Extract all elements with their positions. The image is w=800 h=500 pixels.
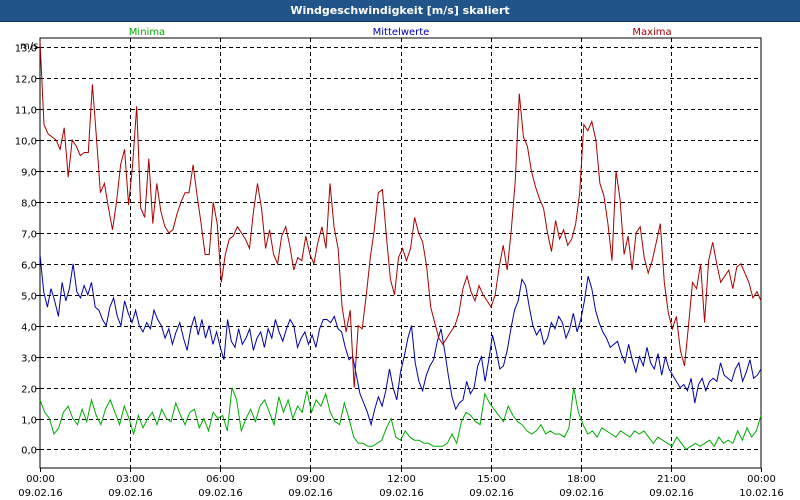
chart-title: Windgeschwindigkeit [m/s] skaliert xyxy=(290,4,510,17)
x-tick-time: 21:00 xyxy=(657,474,686,485)
chart-title-bar: Windgeschwindigkeit [m/s] skaliert xyxy=(0,0,800,22)
x-tick-date: 09.02.16 xyxy=(469,488,514,499)
x-tick-date: 09.02.16 xyxy=(559,488,604,499)
y-tick-label: 6,0 xyxy=(21,261,37,272)
x-tick-time: 09:00 xyxy=(296,474,325,485)
series-line-minima xyxy=(39,387,762,451)
y-tick-label: 7,0 xyxy=(21,230,37,241)
y-tick-label: 9,0 xyxy=(21,168,37,179)
legend-maxima: Maxima xyxy=(632,27,671,38)
x-tick-time: 00:00 xyxy=(26,474,55,485)
grid-lines xyxy=(40,38,761,468)
series-line-mittelwerte xyxy=(39,254,762,427)
y-tick-label: 8,0 xyxy=(21,199,37,210)
y-tick-label: 1,0 xyxy=(21,416,37,427)
y-tick-label: 4,0 xyxy=(21,323,37,334)
wind-speed-chart: 0,0 1,0 2,0 3,0 4,0 5,0 6,0 7,0 8,0 9,0 10,0 11,0 12… xyxy=(15,27,784,499)
y-tick-label: 13,0 xyxy=(15,44,37,55)
legend-mittelwerte: Mittelwerte xyxy=(373,27,430,38)
x-tick-time: 12:00 xyxy=(387,474,416,485)
y-axis-ticks: 0,0 1,0 2,0 3,0 4,0 5,0 6,0 7,0 8,0 9,0 10,0 11,0 12… xyxy=(15,44,40,457)
x-tick-date: 09.02.16 xyxy=(379,488,424,499)
y-tick-label: 0,0 xyxy=(21,446,37,457)
x-axis-ticks: 00:00 09.02.16 03:00 09.02.16 06:00 09.02.16 0… xyxy=(18,468,784,499)
series-lines xyxy=(39,41,762,451)
y-tick-label: 2,0 xyxy=(21,385,37,396)
y-tick-label: 10,0 xyxy=(15,137,37,148)
series-line-maxima xyxy=(39,41,762,388)
y-tick-label: 5,0 xyxy=(21,292,37,303)
x-tick-date: 10.02.16 xyxy=(739,488,784,499)
legend-minima: Minima xyxy=(129,27,165,38)
x-tick-time: 15:00 xyxy=(477,474,506,485)
y-tick-label: 12,0 xyxy=(15,75,37,86)
x-tick-date: 09.02.16 xyxy=(649,488,694,499)
x-tick-date: 09.02.16 xyxy=(198,488,243,499)
x-tick-time: 06:00 xyxy=(206,474,235,485)
y-unit-label: m/s xyxy=(20,41,38,52)
x-tick-time: 18:00 xyxy=(567,474,596,485)
x-tick-time: 00:00 xyxy=(747,474,776,485)
x-tick-date: 09.02.16 xyxy=(108,488,153,499)
y-tick-label: 3,0 xyxy=(21,354,37,365)
y-tick-label: 11,0 xyxy=(15,106,37,117)
x-tick-date: 09.02.16 xyxy=(18,488,63,499)
x-tick-time: 03:00 xyxy=(116,474,145,485)
x-tick-date: 09.02.16 xyxy=(288,488,333,499)
